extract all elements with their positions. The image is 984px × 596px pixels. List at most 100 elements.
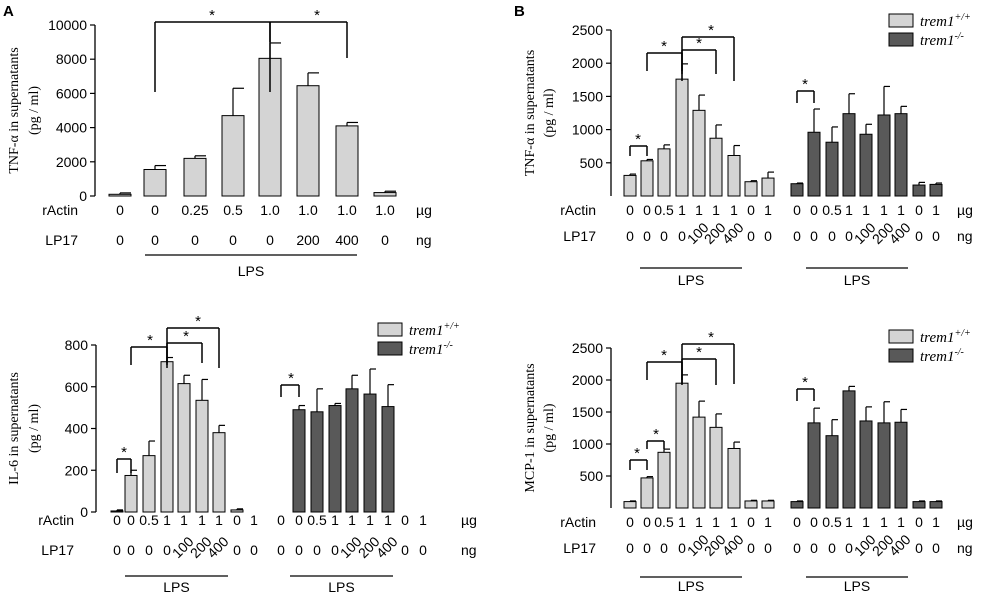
ractin-value: 0.5 — [654, 202, 674, 218]
ractin-value: 1 — [331, 512, 339, 528]
lp17-value: 400 — [719, 531, 747, 559]
bar — [381, 406, 395, 513]
lp17-value: 0 — [191, 232, 199, 248]
bar — [657, 451, 671, 509]
ractin-value: 0 — [113, 512, 121, 528]
ractin-value: 1 — [348, 512, 356, 528]
legend-label-wt: trem1+/+ — [409, 321, 460, 339]
bar — [183, 157, 207, 197]
bar — [373, 192, 397, 197]
sig-star: * — [661, 347, 667, 364]
ractin-value: 0.5 — [223, 202, 243, 218]
y-tick-label: 2000 — [572, 55, 603, 71]
ractin-value: 1 — [932, 202, 940, 218]
unit-ng: ng — [957, 228, 973, 244]
ractin-value: 1.0 — [375, 202, 395, 218]
ractin-value: 1 — [880, 514, 888, 530]
legend-sup-ko: -/- — [443, 340, 452, 351]
lp17-value: 0 — [932, 540, 940, 556]
sig-star: * — [314, 7, 320, 24]
bar — [640, 160, 654, 197]
ractin-value: 1 — [845, 202, 853, 218]
ractin-value: 0 — [643, 202, 651, 218]
lp17-value: 0 — [660, 540, 668, 556]
legend-swatch-ko — [888, 348, 914, 363]
y-tick-label: 200 — [65, 462, 89, 478]
lp17-value: 0 — [678, 228, 686, 244]
ractin-value: 1 — [695, 514, 703, 530]
bar — [929, 183, 943, 197]
bar — [142, 455, 156, 513]
row-label-ractin: rActin — [38, 512, 74, 528]
lp17-value: 0 — [381, 232, 389, 248]
lp17-value: 400 — [886, 219, 914, 247]
lp17-value: 400 — [719, 219, 747, 247]
y-axis-label: (pg / ml) — [542, 88, 557, 137]
bar — [310, 411, 324, 513]
lp17-value: 0 — [331, 542, 339, 558]
legend-swatch-wt — [888, 13, 914, 28]
bar — [807, 131, 821, 197]
lp17-value: 0 — [233, 542, 241, 558]
bar — [195, 399, 209, 513]
lp17-value: 0 — [626, 540, 634, 556]
panel-label-a: A — [3, 3, 14, 20]
sig-star: * — [635, 131, 641, 148]
ractin-value: 1 — [897, 514, 905, 530]
ractin-value: 1 — [862, 514, 870, 530]
bar — [292, 409, 306, 513]
sig-star: * — [708, 329, 714, 346]
y-tick-label: 0 — [80, 504, 88, 520]
ractin-value: 1 — [764, 514, 772, 530]
y-tick-label: 2500 — [572, 22, 603, 38]
lp17-value: 0 — [401, 542, 409, 558]
row-label-ractin: rActin — [560, 514, 596, 530]
lps-group-label: LPS — [844, 272, 870, 288]
lp17-value: 400 — [335, 232, 359, 248]
ractin-value: 0 — [915, 202, 923, 218]
ractin-value: 0 — [233, 512, 241, 528]
lp17-value: 0 — [915, 540, 923, 556]
lp17-value: 0 — [229, 232, 237, 248]
y-tick-label: 6000 — [56, 85, 87, 101]
unit-ug: µg — [957, 202, 973, 218]
lp17-value: 0 — [266, 232, 274, 248]
lps-group-label: LPS — [328, 579, 354, 595]
bar — [894, 113, 908, 197]
bar — [124, 474, 138, 513]
bar — [859, 133, 873, 197]
ractin-value: 0 — [747, 202, 755, 218]
y-tick-label: 1500 — [572, 404, 603, 420]
ractin-value: 1 — [366, 512, 374, 528]
y-tick-label: 0 — [79, 188, 87, 204]
lp17-value: 0 — [793, 540, 801, 556]
y-tick-label: 500 — [580, 468, 604, 484]
lp17-value: 0 — [764, 540, 772, 556]
lp17-value: 200 — [296, 232, 320, 248]
lp17-value: 0 — [828, 540, 836, 556]
lp17-value: 0 — [660, 228, 668, 244]
lp17-value: 400 — [886, 531, 914, 559]
sig-star: * — [653, 426, 659, 443]
lp17-value: 0 — [747, 540, 755, 556]
lp17-value: 0 — [127, 542, 135, 558]
ractin-value: 1 — [695, 202, 703, 218]
bar — [675, 382, 689, 509]
y-axis-label: (pg / ml) — [27, 404, 42, 453]
bar — [221, 115, 245, 197]
y-axis-label: (pg / ml) — [27, 86, 42, 135]
bar — [675, 78, 689, 197]
ractin-value: 1 — [730, 202, 738, 218]
sig-star: * — [121, 444, 127, 461]
y-tick-label: 8000 — [56, 51, 87, 67]
lp17-value: 0 — [113, 542, 121, 558]
ractin-value: 0 — [116, 202, 124, 218]
bar — [363, 393, 377, 513]
ractin-value: 0.5 — [139, 512, 159, 528]
sig-star: * — [209, 7, 215, 24]
bar — [335, 125, 359, 197]
ractin-value: 0 — [626, 202, 634, 218]
sig-star: * — [195, 313, 201, 330]
